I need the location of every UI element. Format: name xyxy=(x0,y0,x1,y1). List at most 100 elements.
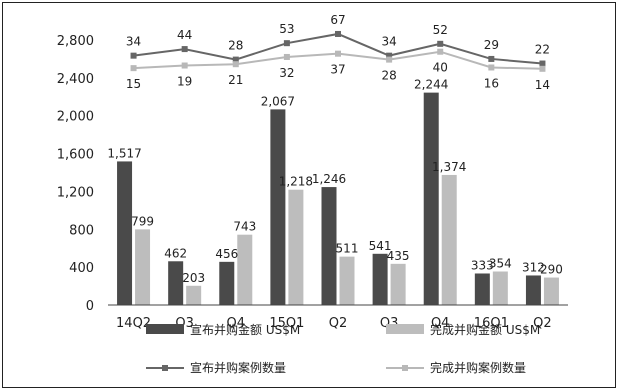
bar xyxy=(117,161,133,305)
bar xyxy=(474,273,490,305)
bar xyxy=(168,261,184,305)
count-marker xyxy=(232,61,239,68)
count-value-label: 52 xyxy=(433,23,448,37)
x-tick-label: 16Q1 xyxy=(474,316,509,331)
count-marker xyxy=(539,60,546,67)
bar xyxy=(492,271,508,305)
count-lines xyxy=(130,30,546,72)
bar-value-label: 799 xyxy=(131,214,154,228)
y-tick-label: 400 xyxy=(69,261,94,276)
bar-value-label: 511 xyxy=(336,242,359,256)
y-tick-label: 2,000 xyxy=(57,110,94,125)
bar xyxy=(372,253,388,305)
count-value-label: 28 xyxy=(228,39,243,53)
bar xyxy=(288,189,304,305)
count-value-label: 14 xyxy=(535,78,550,92)
bar-value-label: 290 xyxy=(540,263,563,277)
bar xyxy=(441,174,457,305)
x-tick-label: 15Q1 xyxy=(269,316,304,331)
count-value-label: 15 xyxy=(126,77,141,91)
bar-value-label: 435 xyxy=(387,249,410,263)
count-value-label: 67 xyxy=(330,13,345,27)
bar-value-label: 462 xyxy=(164,246,187,260)
bar xyxy=(525,275,541,305)
x-tick-label: 14Q2 xyxy=(116,316,151,331)
count-marker xyxy=(437,40,444,47)
y-tick-label: 2,400 xyxy=(57,72,94,87)
count-value-label: 29 xyxy=(484,38,499,52)
bar-value-label: 1,218 xyxy=(279,175,313,189)
legend-marker xyxy=(162,365,168,371)
bar-value-label: 203 xyxy=(182,271,205,285)
count-value-label: 32 xyxy=(279,66,294,80)
bar xyxy=(543,277,559,305)
bar-value-label: 1,246 xyxy=(312,172,346,186)
count-marker xyxy=(437,48,444,55)
count-marker xyxy=(283,53,290,60)
count-value-label: 34 xyxy=(381,35,396,49)
count-line xyxy=(133,32,543,65)
count-marker xyxy=(232,56,239,63)
y-tick-label: 1,600 xyxy=(57,148,94,163)
count-marker xyxy=(130,65,137,72)
count-value-label: 40 xyxy=(433,61,448,75)
x-tick-label: Q4 xyxy=(227,316,246,331)
count-marker xyxy=(386,52,393,59)
bar-value-label: 2,244 xyxy=(414,78,448,92)
bar-value-label: 456 xyxy=(215,247,238,261)
bar xyxy=(186,285,202,305)
bar xyxy=(390,263,406,305)
y-tick-label: 800 xyxy=(69,223,94,238)
bar xyxy=(270,109,286,305)
x-tick-label: Q2 xyxy=(329,316,348,331)
bar xyxy=(219,261,235,305)
legend-swatch xyxy=(386,324,424,334)
bar-value-label: 1,517 xyxy=(107,146,141,160)
count-value-label: 37 xyxy=(330,63,345,77)
legend-swatch xyxy=(146,324,184,334)
x-tick-label: Q2 xyxy=(533,316,552,331)
bar-value-label: 1,374 xyxy=(432,160,466,174)
count-marker xyxy=(488,55,495,62)
bar-value-label: 354 xyxy=(489,256,512,270)
data-labels: 1,517 462 456 2,067 1,246 541 2,244 333 312 799 20… xyxy=(107,13,563,285)
count-value-label: 34 xyxy=(126,35,141,49)
bar xyxy=(423,92,439,305)
y-tick-label: 2,800 xyxy=(57,34,94,49)
count-marker xyxy=(539,65,546,72)
count-value-label: 44 xyxy=(177,28,192,42)
legend-label: 宣布并购案例数量 xyxy=(190,360,286,375)
count-marker xyxy=(181,62,188,69)
count-value-label: 53 xyxy=(279,22,294,36)
bar-value-label: 541 xyxy=(369,239,392,253)
bar-value-label: 312 xyxy=(522,260,545,274)
count-marker xyxy=(283,40,290,47)
bar-value-label: 743 xyxy=(233,220,256,234)
count-value-label: 22 xyxy=(535,43,550,57)
bar xyxy=(237,234,253,305)
count-value-label: 19 xyxy=(177,75,192,89)
y-tick-label: 1,200 xyxy=(57,185,94,200)
bar xyxy=(321,187,337,305)
bar-value-label: 2,067 xyxy=(261,94,295,108)
bar xyxy=(339,256,355,305)
count-value-label: 16 xyxy=(484,76,499,90)
bars xyxy=(117,92,559,305)
count-marker xyxy=(488,64,495,71)
count-marker xyxy=(130,52,137,59)
count-marker xyxy=(335,50,341,57)
legend-label: 宣布并购金额 US$M xyxy=(190,322,300,337)
count-marker xyxy=(335,30,341,37)
chart-frame xyxy=(2,2,616,388)
bar xyxy=(135,229,151,305)
legend-marker xyxy=(402,365,408,371)
bar-value-label: 333 xyxy=(471,258,494,272)
legend-label: 完成并购案例数量 xyxy=(430,360,526,375)
count-marker xyxy=(386,56,393,63)
legend: 宣布并购金额 US$M 完成并购金额 US$M 宣布并购案例数量 完成并购案例数量 xyxy=(146,322,540,375)
legend-label: 完成并购金额 US$M xyxy=(430,322,540,337)
x-tick-label: Q4 xyxy=(431,316,450,331)
y-tick-label: 0 xyxy=(86,299,94,314)
